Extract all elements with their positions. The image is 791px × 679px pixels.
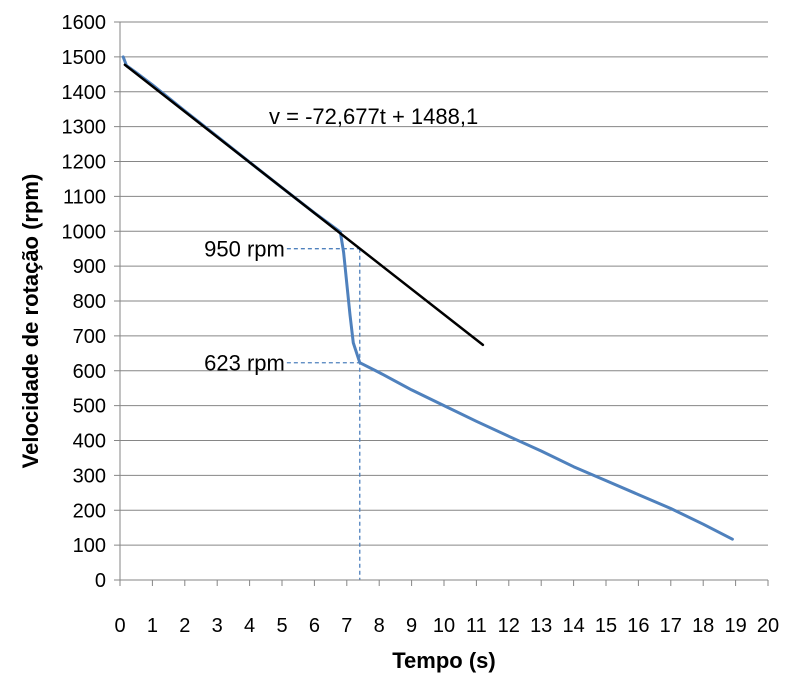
regression-equation-label: v = -72,677t + 1488,1 [269, 104, 478, 129]
x-tick-label: 8 [374, 615, 385, 637]
y-tick-label: 600 [73, 361, 106, 383]
x-tick-label: 9 [406, 615, 417, 637]
y-tick-label: 900 [73, 256, 106, 278]
y-tick-label: 1400 [62, 82, 107, 104]
linear-fit-line [123, 63, 485, 347]
gridlines [120, 21, 768, 546]
y-tick-label: 1500 [62, 47, 107, 69]
y-tick-label: 400 [73, 431, 106, 453]
x-tick-label: 20 [757, 615, 779, 637]
y-tick-label: 1300 [62, 117, 107, 139]
annotations: v = -72,677t + 1488,1 950 rpm 623 rpm [204, 104, 478, 376]
y-tick-label: 0 [95, 570, 106, 592]
x-tick-label: 11 [466, 615, 487, 637]
y-tick-label: 1000 [62, 221, 107, 243]
x-tick-label: 18 [692, 615, 714, 637]
y-tick-label: 1100 [63, 186, 106, 208]
x-tick-label: 10 [433, 615, 455, 637]
x-tick-label: 7 [341, 615, 352, 637]
x-tick-label: 5 [276, 615, 287, 637]
y-tick-label: 300 [73, 465, 106, 487]
measured-speed-line [121, 55, 734, 541]
x-tick-label: 14 [562, 615, 584, 637]
rpm-annotation-label: 950 rpm [204, 237, 285, 262]
x-tick-label: 12 [498, 615, 520, 637]
y-tick-label: 100 [73, 535, 106, 557]
x-tick-label: 6 [309, 615, 320, 637]
y-tick-label: 1200 [62, 152, 107, 174]
y-tick-label: 500 [73, 396, 106, 418]
x-tick-label: 3 [212, 615, 223, 637]
x-tick-label: 17 [660, 615, 682, 637]
x-tick-label: 13 [530, 615, 552, 637]
x-tick-label: 19 [724, 615, 746, 637]
y-tick-label: 700 [73, 326, 106, 348]
x-tick-label: 1 [147, 615, 158, 637]
y-axis-title: Velocidade de rotação (rpm) [18, 174, 43, 469]
plot-area [121, 55, 734, 580]
x-tick-label: 2 [179, 615, 190, 637]
axes [114, 21, 769, 586]
x-tick-label: 15 [595, 615, 617, 637]
tick-labels: 0100200300400500600700800900100011001200… [62, 12, 780, 637]
x-axis-title: Tempo (s) [392, 648, 495, 673]
y-tick-label: 1600 [62, 12, 107, 34]
y-tick-label: 200 [73, 500, 106, 522]
y-tick-label: 800 [73, 291, 106, 313]
x-tick-label: 16 [627, 615, 649, 637]
x-tick-label: 4 [244, 615, 255, 637]
rpm-annotation-label: 623 rpm [204, 351, 285, 376]
x-tick-label: 0 [114, 615, 125, 637]
